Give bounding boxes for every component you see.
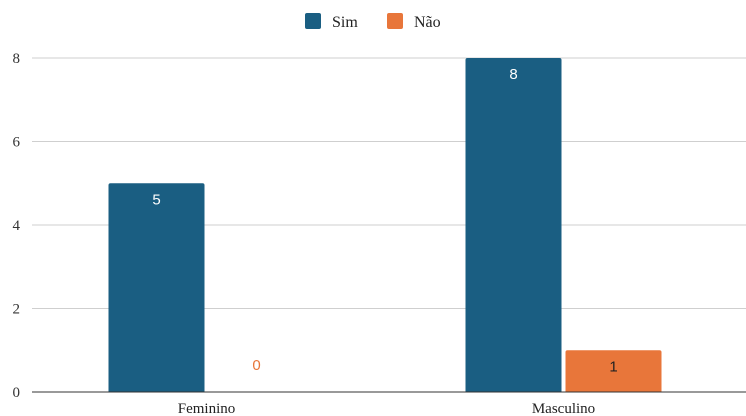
x-tick-label: Masculino [532,401,595,416]
data-label: 5 [152,191,160,208]
x-tick-label: Feminino [178,401,236,416]
bar-sim-feminino [108,183,205,392]
bar-no-masculino [565,350,662,392]
x-axis-tick-labels: Feminino Masculino [178,401,595,416]
legend-label-sim: Sim [332,14,358,31]
bars [108,58,662,392]
legend-label-nao: Não [414,14,441,31]
bar-sim-masculino [465,58,562,392]
y-tick-label: 2 [13,302,21,318]
data-label: 0 [252,357,260,374]
y-axis-tick-labels: 0 2 4 6 8 [13,51,21,401]
legend-swatch-sim [305,13,321,29]
legend: Sim Não [305,13,441,31]
data-labels: 5 0 8 1 [152,66,617,375]
legend-swatch-nao [387,13,403,29]
data-label: 1 [609,358,617,375]
y-tick-label: 4 [13,218,21,234]
y-tick-label: 8 [13,51,21,67]
y-tick-label: 6 [13,135,21,151]
y-tick-label: 0 [13,385,21,401]
data-label: 8 [509,66,517,83]
